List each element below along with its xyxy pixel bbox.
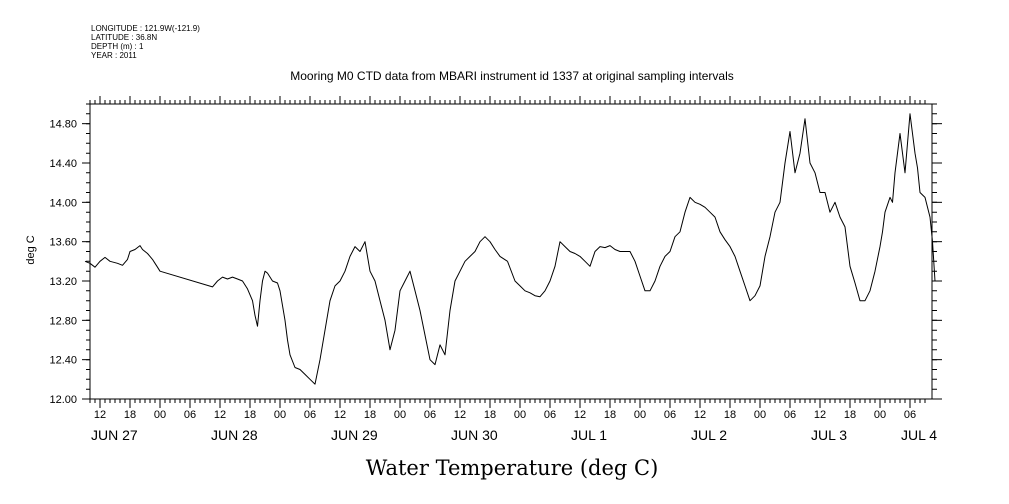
minor-ticks <box>86 100 937 403</box>
y-tick-label: 12.80 <box>49 315 77 327</box>
y-tick-label: 12.40 <box>49 355 77 367</box>
x-tick-label: 00 <box>154 409 166 421</box>
x-tick-label: 12 <box>94 409 106 421</box>
series-layer <box>84 113 936 385</box>
x-day-label: JUL 4 <box>901 427 937 443</box>
x-day-label: JUN 29 <box>331 427 378 443</box>
x-tick-label: 00 <box>274 409 286 421</box>
depth-text: DEPTH (m) : 1 <box>91 42 144 51</box>
x-tick-label: 06 <box>904 409 916 421</box>
x-tick-label: 12 <box>334 409 346 421</box>
x-day-label: JUN 27 <box>91 427 138 443</box>
x-tick-label: 06 <box>544 409 556 421</box>
x-tick-label: 18 <box>124 409 136 421</box>
x-tick-label: 00 <box>634 409 646 421</box>
y-tick-label: 13.20 <box>49 276 77 288</box>
y-tick-label: 12.00 <box>49 394 77 406</box>
x-tick-label: 00 <box>514 409 526 421</box>
latitude-text: LATITUDE : 36.8N <box>91 33 157 42</box>
x-day-label: JUN 28 <box>211 427 258 443</box>
temperature-series-line <box>84 236 508 385</box>
y-axis-label: deg C <box>25 235 37 264</box>
x-tick-label: 18 <box>724 409 736 421</box>
x-tick-label: 18 <box>244 409 256 421</box>
x-tick-label: 12 <box>694 409 706 421</box>
x-tick-label: 06 <box>184 409 196 421</box>
y-tick-label: 14.40 <box>49 158 77 170</box>
x-day-label: JUN 30 <box>451 427 498 443</box>
x-axis-label: Water Temperature (deg C) <box>366 456 659 480</box>
x-tick-label: 18 <box>484 409 496 421</box>
x-day-label: JUL 1 <box>571 427 607 443</box>
x-tick-label: 00 <box>394 409 406 421</box>
longitude-text: LONGITUDE : 121.9W(-121.9) <box>91 24 200 33</box>
y-tick-label: 14.00 <box>49 197 77 209</box>
x-tick-label: 06 <box>784 409 796 421</box>
minor-tick-marks <box>86 100 937 403</box>
temperature-series-line <box>507 113 936 302</box>
x-tick-label: 06 <box>424 409 436 421</box>
x-tick-label: 18 <box>844 409 856 421</box>
x-tick-label: 00 <box>874 409 886 421</box>
x-tick-label: 12 <box>814 409 826 421</box>
x-day-label: JUL 2 <box>691 427 727 443</box>
x-axis: 12 18 00 06 12 18 00 06 12 18 00 06 12 18 00 06 12 18 00 06… <box>91 96 937 443</box>
y-tick-label: 13.60 <box>49 237 77 249</box>
y-axis: 12.00 12.40 12.80 13.20 13.60 14.00 14.40 14.80 <box>49 119 942 406</box>
x-tick-label: 00 <box>754 409 766 421</box>
mooring-info: LONGITUDE : 121.9W(-121.9) LATITUDE : 36… <box>91 24 200 60</box>
x-day-label: JUL 3 <box>811 427 847 443</box>
chart-title: Mooring M0 CTD data from MBARI instrumen… <box>290 69 734 83</box>
x-tick-label: 18 <box>364 409 376 421</box>
plot-frame <box>89 103 933 400</box>
x-tick-label: 12 <box>574 409 586 421</box>
y-tick-label: 14.80 <box>49 119 77 131</box>
x-tick-label: 12 <box>454 409 466 421</box>
x-tick-label: 18 <box>604 409 616 421</box>
x-tick-label: 12 <box>214 409 226 421</box>
x-tick-label: 06 <box>304 409 316 421</box>
x-tick-label: 06 <box>664 409 676 421</box>
year-text: YEAR : 2011 <box>91 51 137 60</box>
